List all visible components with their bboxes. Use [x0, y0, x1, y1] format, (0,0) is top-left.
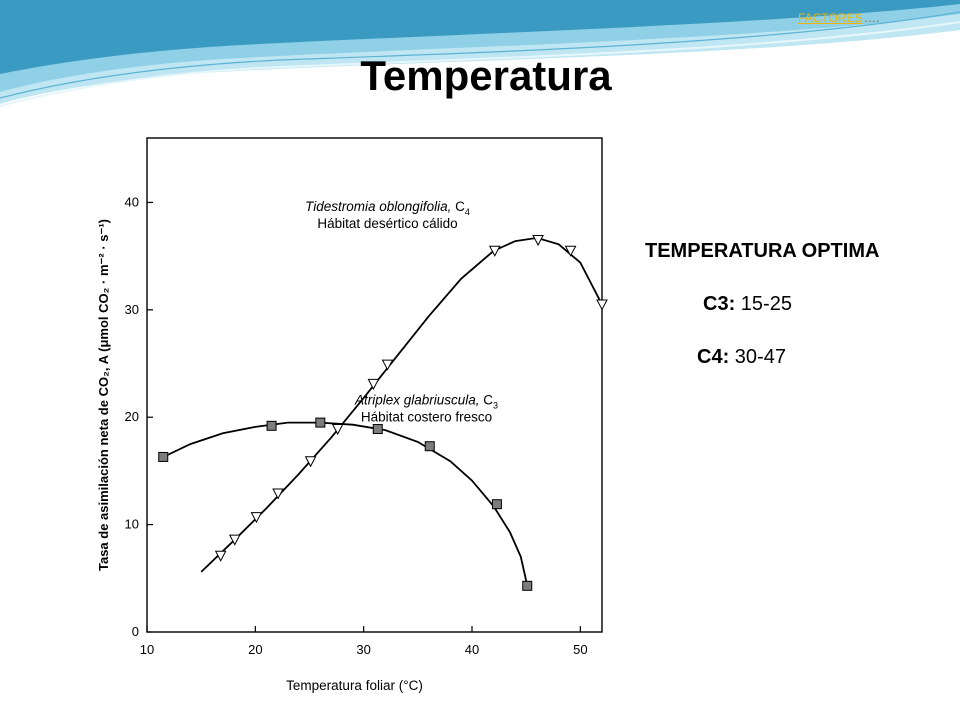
annotation-c4-name: Tidestromia oblongifolia, C4 [305, 199, 470, 217]
data-point-square [424, 441, 435, 452]
data-point-triangle [381, 359, 394, 371]
factors-link[interactable]: FACTORES [798, 11, 863, 25]
x-tick-label: 30 [356, 642, 370, 657]
data-point-triangle [367, 378, 380, 390]
data-point-triangle [564, 245, 577, 257]
data-point-triangle [488, 245, 501, 257]
data-point-triangle [272, 488, 284, 500]
plot-frame [146, 137, 603, 633]
annotation-c3-name: Atriplex glabriuscula, C3 [354, 392, 498, 410]
slide-title: Temperatura [360, 52, 612, 99]
factors-link-suffix: …. [864, 11, 880, 25]
annotation-c4-habitat: Hábitat desértico cálido [317, 216, 457, 231]
x-tick-label: 10 [140, 642, 154, 657]
data-point-triangle [596, 299, 608, 311]
data-point-triangle [228, 534, 241, 546]
data-point-square [158, 451, 169, 462]
data-point-triangle [250, 512, 263, 524]
x-tick-label: 20 [248, 642, 262, 657]
wave-highlight-line [0, 21, 960, 107]
annotation-c3-habitat: Hábitat costero fresco [361, 409, 492, 424]
series-line-c3 [162, 421, 529, 586]
optimum-temperature-heading: TEMPERATURA OPTIMA [645, 240, 880, 262]
data-point-square [491, 499, 502, 510]
x-axis-label: Temperatura foliar (°C) [286, 678, 423, 693]
c3-label: C3: [703, 293, 736, 315]
data-point-triangle [214, 550, 227, 562]
header-wave-decoration [0, 0, 960, 107]
data-point-triangle [532, 235, 544, 247]
data-point-square [315, 417, 326, 428]
c4-label: C4: [697, 346, 730, 368]
y-tick-label: 40 [125, 194, 139, 209]
data-point-square [266, 420, 277, 431]
c4-optimum-line: C4: 30-47 [697, 346, 786, 369]
wave-dark-band [0, 0, 960, 74]
c3-value: 15-25 [735, 293, 792, 315]
c3-optimum-line: C3: 15-25 [703, 293, 792, 316]
y-tick-label: 30 [125, 302, 139, 317]
x-tick-label: 50 [573, 642, 587, 657]
c4-value: 30-47 [729, 346, 786, 368]
wave-accent-line [0, 11, 960, 99]
data-point-square [372, 424, 383, 435]
y-tick-label: 20 [125, 409, 139, 424]
y-tick-label: 0 [132, 624, 139, 639]
data-point-square [522, 580, 533, 591]
data-point-triangle [304, 456, 317, 468]
x-tick-label: 40 [465, 642, 479, 657]
y-tick-label: 10 [125, 517, 139, 532]
y-axis-label: Tasa de asimilación neta de CO₂, A (μmol… [96, 219, 111, 571]
